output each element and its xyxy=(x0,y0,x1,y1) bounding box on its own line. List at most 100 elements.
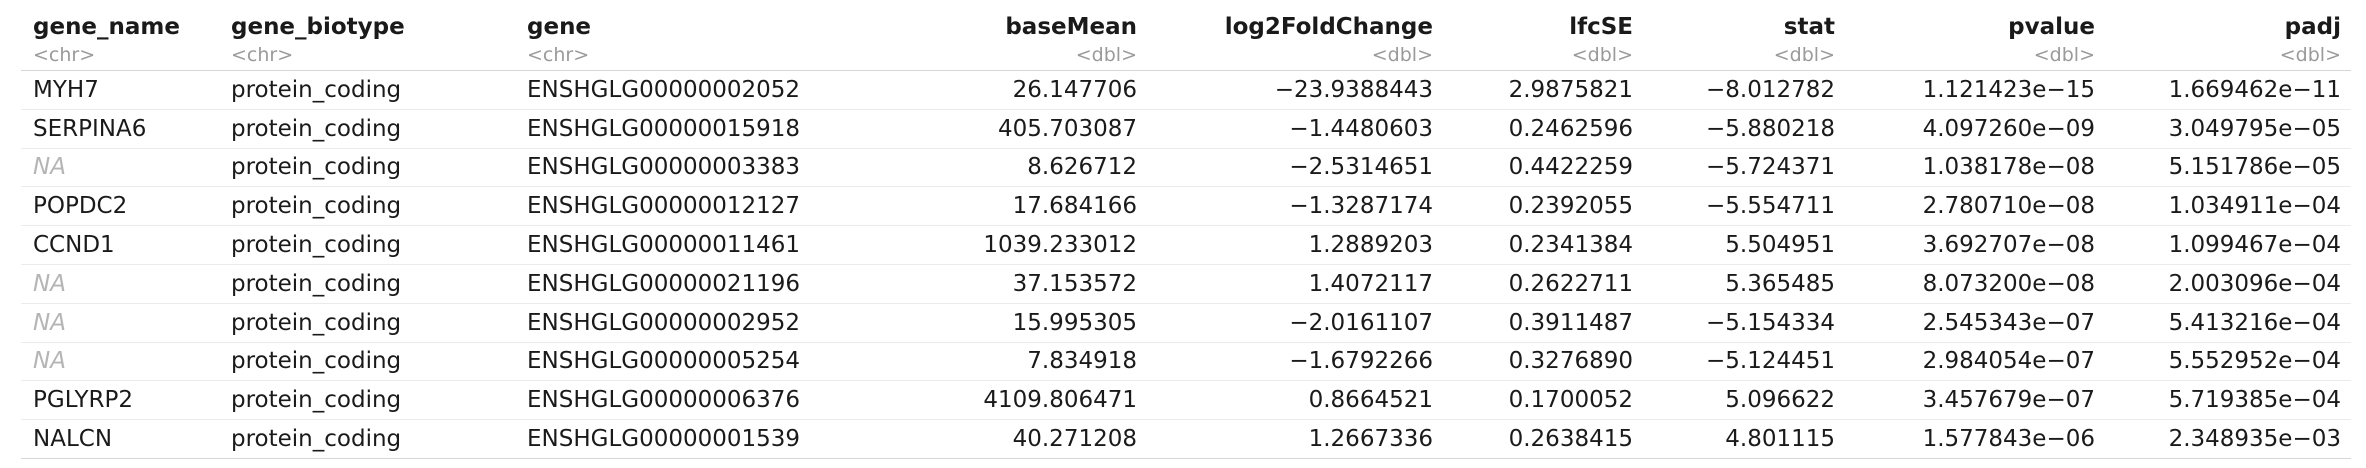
cell-gene-name: NA xyxy=(21,342,219,382)
cell-padj: 3.049795e−05 xyxy=(2105,109,2351,149)
column-name: lfcSE xyxy=(1569,14,1633,40)
cell-pvalue: 2.984054e−07 xyxy=(1845,342,2105,382)
cell-gene-biotype: protein_coding xyxy=(219,109,515,149)
cell-log2foldchange: 1.4072117 xyxy=(1147,264,1443,304)
table-row: MYH7 protein_coding ENSHGLG00000002052 26.1… xyxy=(21,70,2351,110)
cell-stat: 5.504951 xyxy=(1643,225,1845,265)
cell-stat: −8.012782 xyxy=(1643,70,1845,110)
cell-lfcse: 0.4422259 xyxy=(1443,148,1643,188)
column-type: <dbl> xyxy=(2033,44,2095,66)
cell-padj: 1.034911e−04 xyxy=(2105,186,2351,227)
cell-gene-name: NALCN xyxy=(21,419,219,459)
cell-gene-name: NA xyxy=(21,148,219,188)
column-header-gene[interactable]: gene <chr> xyxy=(515,10,800,71)
cell-pvalue: 1.038178e−08 xyxy=(1845,148,2105,188)
table-body: MYH7 protein_coding ENSHGLG00000002052 26.1… xyxy=(21,70,2351,459)
cell-gene: ENSHGLG00000015918 xyxy=(515,109,800,149)
column-header-basemean[interactable]: baseMean <dbl> xyxy=(800,10,1147,71)
cell-gene-name: CCND1 xyxy=(21,225,219,265)
column-name: padj xyxy=(2284,14,2341,40)
cell-gene-biotype: protein_coding xyxy=(219,186,515,227)
column-header-gene-biotype[interactable]: gene_biotype <chr> xyxy=(219,10,515,71)
column-type: <dbl> xyxy=(1773,44,1835,66)
cell-gene-biotype: protein_coding xyxy=(219,148,515,188)
cell-padj: 2.348935e−03 xyxy=(2105,419,2351,459)
cell-gene: ENSHGLG00000011461 xyxy=(515,225,800,265)
cell-stat: −5.154334 xyxy=(1643,303,1845,343)
table-row: CCND1 protein_coding ENSHGLG00000011461 103… xyxy=(21,225,2351,265)
column-header-gene-name[interactable]: gene_name <chr> xyxy=(21,10,219,71)
cell-pvalue: 4.097260e−09 xyxy=(1845,109,2105,149)
cell-gene-name: PGLYRP2 xyxy=(21,380,219,421)
table-row: NA protein_coding ENSHGLG00000005254 7.8349… xyxy=(21,342,2351,382)
cell-lfcse: 0.1700052 xyxy=(1443,380,1643,421)
cell-lfcse: 0.3911487 xyxy=(1443,303,1643,343)
cell-log2foldchange: 0.8664521 xyxy=(1147,380,1443,421)
cell-padj: 5.151786e−05 xyxy=(2105,148,2351,188)
cell-log2foldchange: 1.2667336 xyxy=(1147,419,1443,459)
cell-basemean: 8.626712 xyxy=(800,148,1147,188)
table-header: gene_name <chr> gene_biotype <chr> gene <chr>… xyxy=(21,10,2351,71)
cell-gene: ENSHGLG00000012127 xyxy=(515,186,800,227)
cell-pvalue: 1.577843e−06 xyxy=(1845,419,2105,459)
cell-basemean: 40.271208 xyxy=(800,419,1147,459)
cell-gene-biotype: protein_coding xyxy=(219,264,515,304)
cell-basemean: 15.995305 xyxy=(800,303,1147,343)
cell-padj: 5.719385e−04 xyxy=(2105,380,2351,421)
column-type: <dbl> xyxy=(1571,44,1633,66)
cell-pvalue: 2.780710e−08 xyxy=(1845,186,2105,227)
cell-gene-name: POPDC2 xyxy=(21,186,219,227)
cell-gene-name: NA xyxy=(21,303,219,343)
cell-lfcse: 0.3276890 xyxy=(1443,342,1643,382)
cell-padj: 5.552952e−04 xyxy=(2105,342,2351,382)
cell-pvalue: 8.073200e−08 xyxy=(1845,264,2105,304)
table-row: NA protein_coding ENSHGLG00000002952 15.995… xyxy=(21,303,2351,343)
table-row: POPDC2 protein_coding ENSHGLG00000012127 17… xyxy=(21,186,2351,227)
cell-gene-biotype: protein_coding xyxy=(219,380,515,421)
cell-basemean: 7.834918 xyxy=(800,342,1147,382)
cell-log2foldchange: −2.5314651 xyxy=(1147,148,1443,188)
table-row: NA protein_coding ENSHGLG00000003383 8.6267… xyxy=(21,148,2351,188)
column-header-stat[interactable]: stat <dbl> xyxy=(1643,10,1845,71)
cell-log2foldchange: −2.0161107 xyxy=(1147,303,1443,343)
column-type: <chr> xyxy=(33,44,96,66)
data-frame-viewer: gene_name <chr> gene_biotype <chr> gene <chr>… xyxy=(21,10,2351,459)
cell-stat: −5.724371 xyxy=(1643,148,1845,188)
column-name: baseMean xyxy=(1005,14,1137,40)
cell-gene-name: SERPINA6 xyxy=(21,109,219,149)
cell-gene: ENSHGLG00000001539 xyxy=(515,419,800,459)
cell-pvalue: 3.457679e−07 xyxy=(1845,380,2105,421)
column-type: <dbl> xyxy=(2279,44,2341,66)
column-header-log2foldchange[interactable]: log2FoldChange <dbl> xyxy=(1147,10,1443,71)
results-table: gene_name <chr> gene_biotype <chr> gene <chr>… xyxy=(21,10,2351,459)
cell-gene: ENSHGLG00000006376 xyxy=(515,380,800,421)
cell-log2foldchange: 1.2889203 xyxy=(1147,225,1443,265)
cell-lfcse: 0.2341384 xyxy=(1443,225,1643,265)
header-row: gene_name <chr> gene_biotype <chr> gene <chr>… xyxy=(21,10,2351,71)
cell-gene-name: MYH7 xyxy=(21,70,219,110)
cell-stat: −5.124451 xyxy=(1643,342,1845,382)
column-type: <chr> xyxy=(527,44,590,66)
cell-stat: 5.365485 xyxy=(1643,264,1845,304)
cell-pvalue: 2.545343e−07 xyxy=(1845,303,2105,343)
cell-stat: −5.554711 xyxy=(1643,186,1845,227)
cell-pvalue: 3.692707e−08 xyxy=(1845,225,2105,265)
cell-log2foldchange: −1.4480603 xyxy=(1147,109,1443,149)
column-header-padj[interactable]: padj <dbl> xyxy=(2105,10,2351,71)
cell-padj: 1.669462e−11 xyxy=(2105,70,2351,110)
column-name: gene_name xyxy=(33,14,180,40)
cell-gene: ENSHGLG00000005254 xyxy=(515,342,800,382)
column-name: gene xyxy=(527,14,592,40)
cell-padj: 2.003096e−04 xyxy=(2105,264,2351,304)
cell-basemean: 4109.806471 xyxy=(800,380,1147,421)
cell-lfcse: 0.2462596 xyxy=(1443,109,1643,149)
cell-gene-name: NA xyxy=(21,264,219,304)
cell-stat: 4.801115 xyxy=(1643,419,1845,459)
column-type: <dbl> xyxy=(1075,44,1137,66)
cell-pvalue: 1.121423e−15 xyxy=(1845,70,2105,110)
column-header-pvalue[interactable]: pvalue <dbl> xyxy=(1845,10,2105,71)
table-row: NALCN protein_coding ENSHGLG00000001539 40.… xyxy=(21,419,2351,459)
column-header-lfcse[interactable]: lfcSE <dbl> xyxy=(1443,10,1643,71)
column-name: stat xyxy=(1783,14,1835,40)
cell-log2foldchange: −1.3287174 xyxy=(1147,186,1443,227)
